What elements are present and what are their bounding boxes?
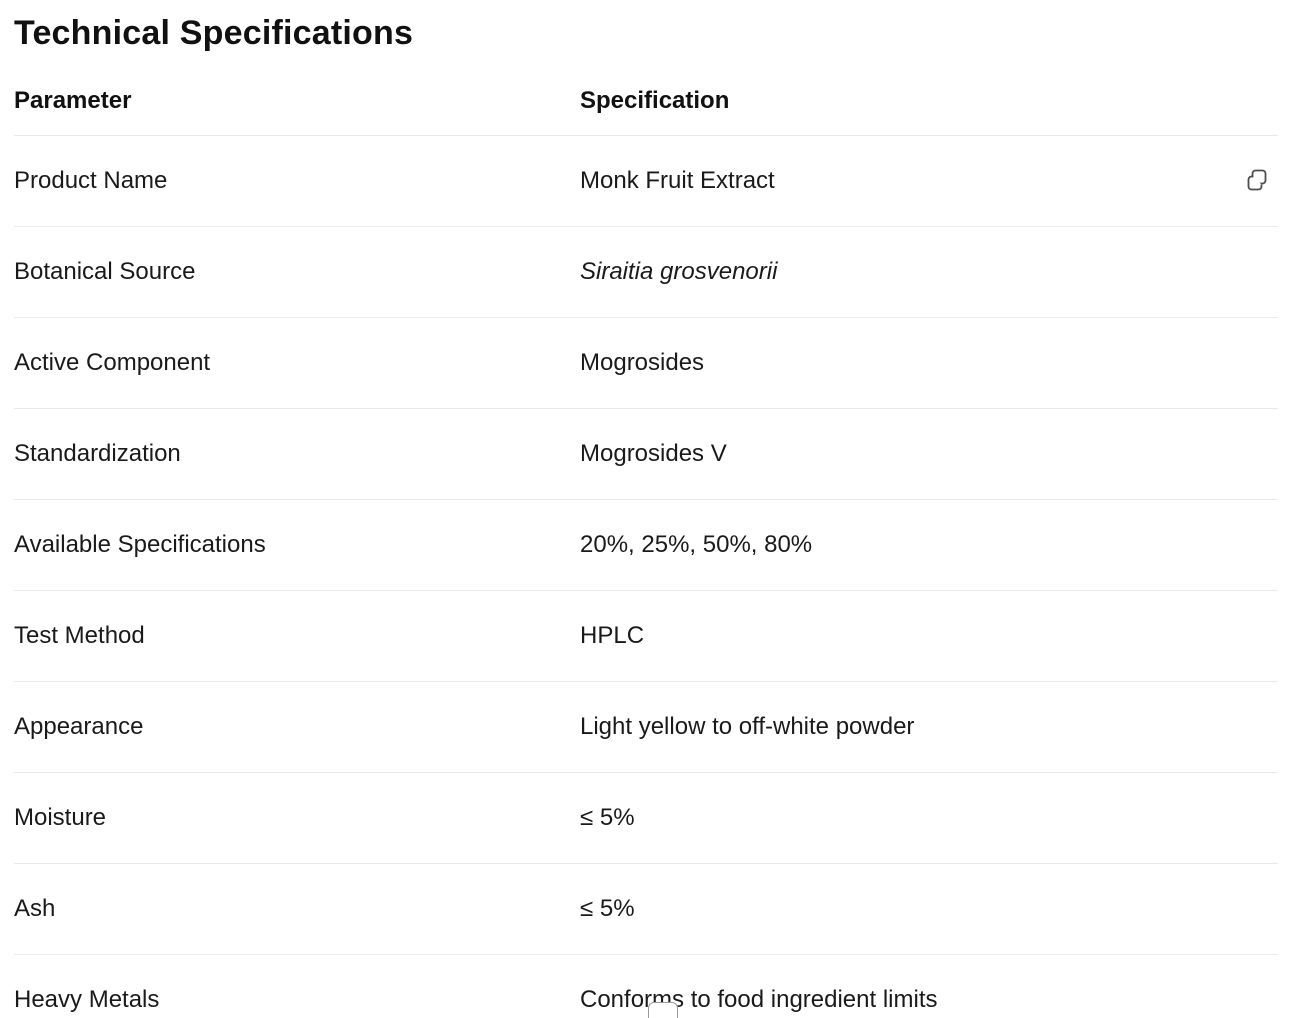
param-cell: Active Component <box>14 317 580 409</box>
table-row: Ash ≤ 5% <box>14 863 1278 955</box>
param-cell: Available Specifications <box>14 499 580 591</box>
table-row: Available Specifications 20%, 25%, 50%, … <box>14 499 1278 591</box>
partially-visible-button[interactable] <box>648 1002 678 1018</box>
table-row: Heavy Metals Conforms to food ingredient… <box>14 955 1278 1018</box>
param-cell: Heavy Metals <box>14 986 160 1013</box>
spec-cell: Monk Fruit Extract <box>580 135 1278 227</box>
table-row: Botanical Source Siraitia grosvenorii <box>14 226 1278 318</box>
param-cell: Moisture <box>14 772 580 864</box>
spec-table: Parameter Specification Product Name Mon… <box>14 79 1278 1018</box>
spec-cell: Mogrosides V <box>580 408 1278 500</box>
table-row: Appearance Light yellow to off-white pow… <box>14 681 1278 773</box>
spec-cell: Conforms to food ingredient limits <box>580 986 938 1013</box>
param-cell: Standardization <box>14 408 580 500</box>
table-row: Product Name Monk Fruit Extract <box>14 135 1278 227</box>
copy-table-button[interactable] <box>1242 165 1272 195</box>
param-cell: Product Name <box>14 135 580 227</box>
table-row: Moisture ≤ 5% <box>14 772 1278 864</box>
table-row: Standardization Mogrosides V <box>14 408 1278 500</box>
page-title: Technical Specifications <box>14 14 414 52</box>
spec-cell: HPLC <box>580 590 1278 682</box>
spec-cell: Mogrosides <box>580 317 1278 409</box>
spec-table-container: Parameter Specification Product Name Mon… <box>14 79 1278 1018</box>
table-row: Test Method HPLC <box>14 590 1278 682</box>
table-row: Active Component Mogrosides <box>14 317 1278 409</box>
spec-cell: Siraitia grosvenorii <box>580 226 1278 318</box>
param-cell: Test Method <box>14 590 580 682</box>
spec-cell: 20%, 25%, 50%, 80% <box>580 499 1278 591</box>
copy-icon <box>1244 167 1270 193</box>
spec-cell: Light yellow to off-white powder <box>580 681 1278 773</box>
column-header-specification: Specification <box>580 79 1278 136</box>
param-cell: Botanical Source <box>14 226 580 318</box>
spec-cell: ≤ 5% <box>580 772 1278 864</box>
param-cell: Appearance <box>14 681 580 773</box>
param-cell: Ash <box>14 863 580 955</box>
table-header-row: Parameter Specification <box>14 79 1278 136</box>
column-header-parameter: Parameter <box>14 79 580 136</box>
spec-cell: ≤ 5% <box>580 863 1278 955</box>
